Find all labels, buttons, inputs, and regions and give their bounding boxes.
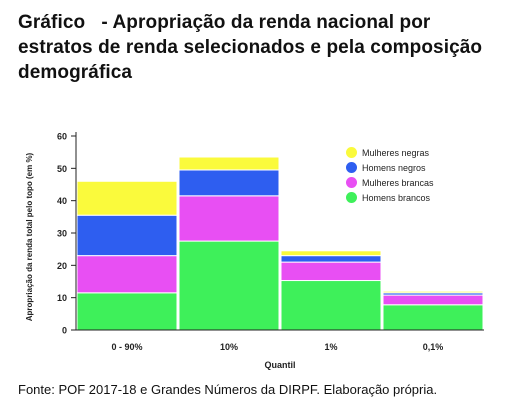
x-tick-label: 10% [220,342,238,352]
y-tick-label: 20 [57,261,67,271]
x-tick-label: 1% [324,342,337,352]
y-tick-label: 30 [57,229,67,239]
title-separator: - [85,12,113,33]
bar-segment [76,255,178,294]
chart-legend: Mulheres negras Homens negros Mulheres bra… [346,145,476,205]
bar-segment [280,250,382,257]
y-tick-label: 10 [57,293,67,303]
y-tick-label: 50 [57,164,67,174]
bar-segment [178,169,280,197]
legend-swatch [346,162,357,173]
legend-label: Mulheres brancas [362,177,434,188]
y-tick-label: 40 [57,196,67,206]
bar-segment [76,180,178,216]
stacked-bar-chart: 0 10 20 30 40 50 60 Apropriação da renda total … [25,132,484,370]
bar-segment [76,292,178,331]
legend-item: Mulheres negras [346,145,476,160]
legend-item: Mulheres brancas [346,175,476,190]
legend-swatch [346,177,357,188]
bar-segment [382,294,484,306]
x-axis-label: Quantil [265,360,296,370]
legend-item: Homens negros [346,160,476,175]
title-prefix: Gráfico [18,12,86,33]
legend-swatch [346,192,357,203]
title-text: Apropriação da renda nacional por estrat… [18,12,483,83]
y-tick-label: 60 [57,132,67,142]
source-note: Fonte: POF 2017-18 e Grandes Números da … [18,382,438,397]
bar-segment [382,290,484,294]
legend-label: Homens negros [362,162,426,173]
bar-segment [178,240,280,331]
bar-segment [178,195,280,242]
chart-title: Gráfico - Apropriação da renda nacional … [18,10,510,85]
y-tick-label: 0 [62,326,67,336]
legend-label: Mulheres negras [362,147,430,158]
y-axis-label: Apropriação da renda total pelo topo (em… [25,152,34,321]
x-tick-label: 0,1% [423,342,444,352]
bar-segment [280,280,382,331]
x-tick-label: 0 - 90% [111,342,142,352]
bar-segment [178,156,280,171]
bar-segment [280,261,382,282]
bar-segment [280,255,382,263]
legend-swatch [346,147,357,158]
bar-segment [382,304,484,331]
legend-label: Homens brancos [362,192,431,203]
legend-item: Homens brancos [346,190,476,205]
bar-segment [76,214,178,257]
